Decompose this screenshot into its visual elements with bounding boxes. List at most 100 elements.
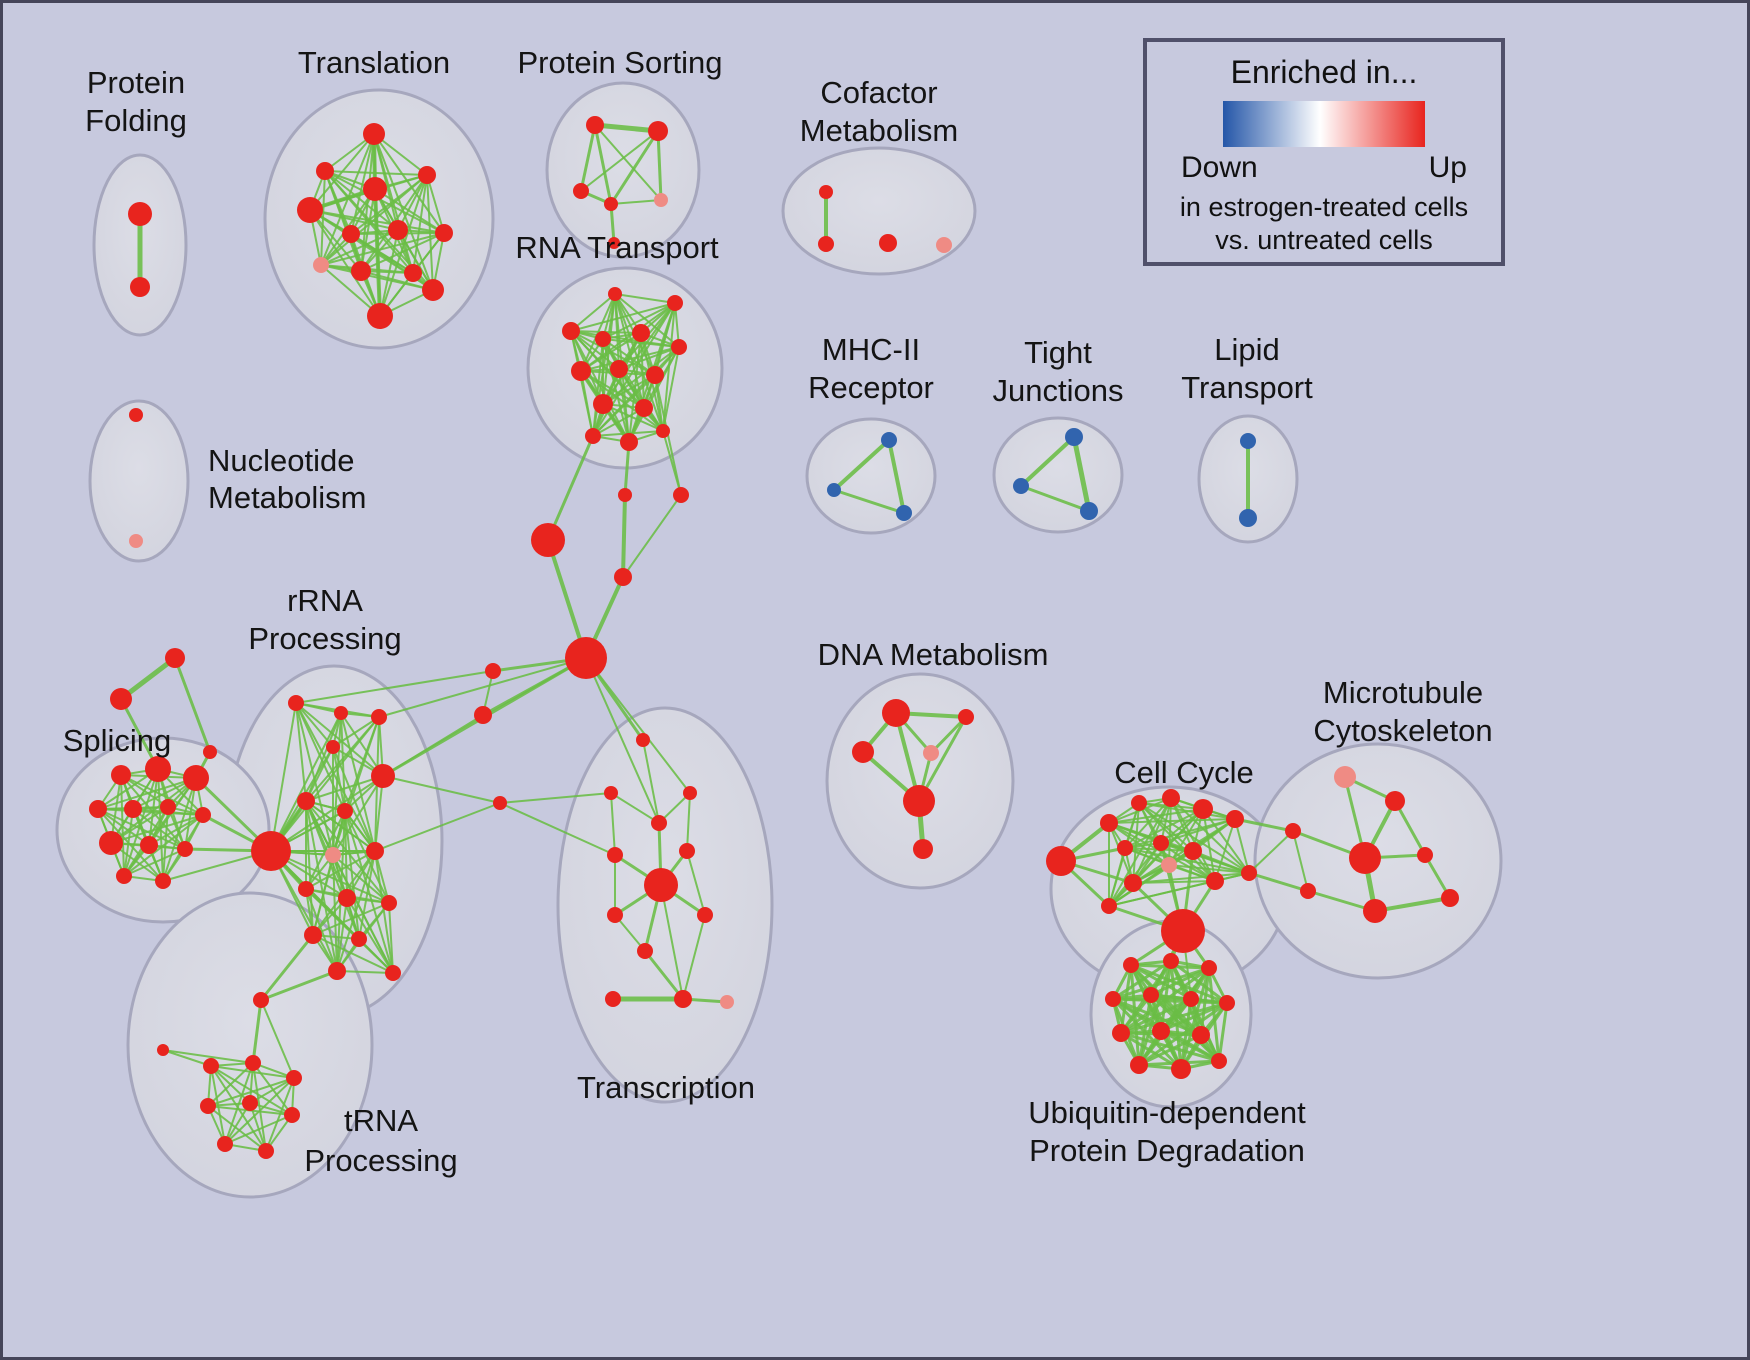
- network-edge: [397, 174, 428, 231]
- cluster-protein-folding-label: Protein Folding: [85, 65, 187, 138]
- network-edge: [320, 174, 428, 266]
- node-tj2: [1013, 478, 1029, 494]
- node-u11: [1130, 1056, 1148, 1074]
- node-c13: [1241, 865, 1257, 881]
- network-edge: [621, 493, 627, 579]
- node-c4: [1162, 789, 1180, 807]
- node-t8: [435, 224, 453, 242]
- network-edge: [580, 346, 680, 372]
- node-t2: [316, 162, 334, 180]
- network-edge: [628, 332, 642, 443]
- node-rr3: [371, 709, 387, 725]
- node-c15: [1101, 898, 1117, 914]
- node-cm3: [879, 234, 897, 252]
- node-c10: [1161, 857, 1177, 873]
- network-edge: [332, 746, 346, 812]
- network-edge: [336, 897, 348, 972]
- network-edge: [252, 1062, 267, 1152]
- network-edge: [374, 775, 384, 852]
- node-mt7: [1363, 899, 1387, 923]
- network-edge: [374, 802, 501, 852]
- node-mt8: [1441, 889, 1459, 907]
- network-edge: [358, 938, 394, 974]
- legend-title: Enriched in...: [1230, 54, 1418, 90]
- network-edge: [887, 438, 906, 515]
- network-edge: [1248, 830, 1294, 874]
- node-tc1: [636, 733, 650, 747]
- network-edge: [336, 810, 346, 972]
- cluster-trna-processing-label: tRNA Processing: [304, 1103, 457, 1178]
- network-edge: [1207, 966, 1221, 1063]
- node-ps5: [654, 193, 668, 207]
- network-edge: [305, 775, 384, 802]
- node-n2: [129, 534, 143, 548]
- network-edge: [656, 129, 663, 202]
- node-t3: [297, 197, 323, 223]
- network-edge: [312, 902, 390, 936]
- node-u10: [1192, 1026, 1210, 1044]
- node-rr14: [304, 926, 322, 944]
- network-edge: [324, 170, 399, 231]
- network-edge: [1168, 808, 1204, 866]
- node-mt2: [1385, 791, 1405, 811]
- network-edge: [123, 768, 159, 877]
- node-s9: [140, 836, 158, 854]
- network-edge: [110, 814, 204, 844]
- node-s4: [89, 800, 107, 818]
- network-edge: [579, 123, 597, 193]
- network-edge: [1170, 797, 1216, 882]
- network-edge: [336, 970, 394, 974]
- node-c2: [1100, 814, 1118, 832]
- network-edge: [148, 814, 204, 846]
- node-r11: [635, 399, 653, 417]
- network-edge: [305, 888, 338, 972]
- node-rr9: [325, 847, 341, 863]
- node-u9: [1152, 1022, 1170, 1040]
- network-edge: [378, 657, 587, 718]
- node-cm1: [819, 185, 833, 199]
- network-edge: [1108, 818, 1236, 824]
- network-edge: [320, 229, 399, 266]
- node-tc12: [674, 990, 692, 1008]
- cluster-cofactor-metabolism-label: Cofactor Metabolism: [800, 75, 959, 148]
- node-rr4: [326, 740, 340, 754]
- network-edge: [1159, 1001, 1229, 1033]
- node-t4: [363, 177, 387, 201]
- network-edge: [642, 739, 660, 824]
- node-u4: [1105, 991, 1121, 1007]
- network-edge: [270, 775, 384, 852]
- node-s5: [124, 800, 142, 818]
- network-edge: [580, 370, 664, 432]
- node-r13: [620, 433, 638, 451]
- node-tr7: [284, 1107, 300, 1123]
- network-edge: [412, 174, 428, 274]
- node-d4: [923, 745, 939, 761]
- node-u8: [1112, 1024, 1130, 1042]
- legend-gradient-bar: [1223, 101, 1425, 147]
- node-s7: [195, 807, 211, 823]
- node-rr16: [328, 962, 346, 980]
- node-x2: [110, 688, 132, 710]
- node-tc13: [720, 995, 734, 1009]
- network-edge: [1168, 864, 1250, 874]
- node-tc4: [651, 815, 667, 831]
- network-edge: [1159, 1029, 1221, 1063]
- network-edge: [1393, 799, 1427, 857]
- network-edge: [917, 715, 968, 803]
- node-pf1: [128, 202, 152, 226]
- node-tj3: [1080, 502, 1098, 520]
- node-rr1: [288, 695, 304, 711]
- network-edge: [585, 657, 691, 794]
- node-tc6: [679, 843, 695, 859]
- node-u2: [1163, 953, 1179, 969]
- network-edge: [580, 370, 594, 437]
- node-rr17: [385, 965, 401, 981]
- network-edge: [252, 1062, 293, 1116]
- network-edge: [614, 293, 676, 304]
- node-r7: [571, 361, 591, 381]
- node-u3: [1201, 960, 1217, 976]
- network-edge: [682, 914, 706, 1000]
- network-edge: [499, 802, 616, 856]
- node-pf2: [130, 277, 150, 297]
